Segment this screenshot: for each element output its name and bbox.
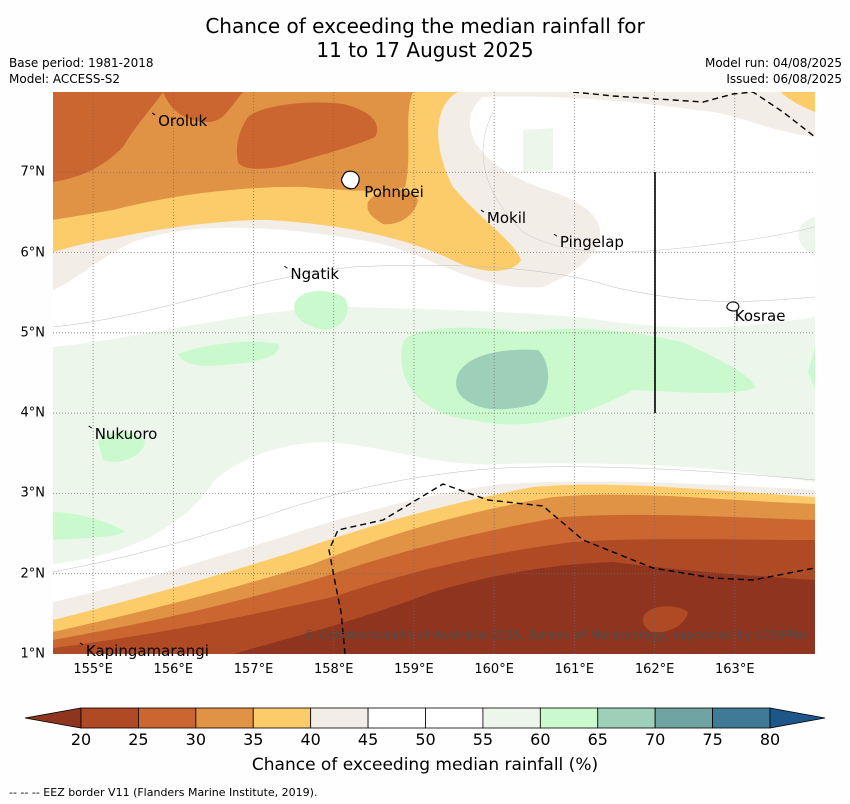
- patch-60-65-c: [294, 290, 348, 330]
- model-name: Model: ACCESS-S2: [9, 72, 121, 86]
- eez-border-north: [572, 92, 815, 138]
- band-25-30-north-b: [163, 92, 243, 122]
- patch-65-70: [456, 349, 549, 410]
- title-line-1: Chance of exceeding the median rainfall …: [205, 14, 645, 38]
- colorbar: [24, 707, 826, 729]
- colorbar-over-arrow: [769, 707, 826, 729]
- title-line-2: 11 to 17 August 2025: [316, 38, 534, 62]
- colorbar-segment-8: [539, 707, 599, 729]
- kosrae-outline: [726, 301, 740, 312]
- patch-30-35-pohnpei: [367, 189, 418, 225]
- eez-border-south: [328, 483, 815, 654]
- lon-label: 156°E: [153, 662, 194, 677]
- patch-60-65-d: [98, 431, 145, 462]
- atoll-mark-oroluk: [151, 112, 156, 116]
- colorbar-tick-label: 70: [644, 730, 666, 749]
- band-below-20-south: [233, 562, 815, 654]
- atoll-mark-kapingamarangi: [79, 642, 84, 646]
- colorbar-segment-5: [367, 707, 426, 729]
- base-period: Base period: 1981-2018: [9, 56, 154, 70]
- lat-label: 7°N: [20, 164, 46, 180]
- band-35-40-ne-corner: [781, 92, 815, 112]
- colorbar-tick-label: 45: [357, 730, 379, 749]
- lat-label: 1°N: [20, 646, 46, 662]
- colorbar-tick-label: 50: [415, 730, 436, 749]
- colorbar-segment-9: [597, 707, 656, 729]
- atoll-marks: [79, 112, 558, 646]
- colorbar-label: Chance of exceeding median rainfall (%): [251, 755, 599, 775]
- patch-20-25-south: [643, 606, 688, 633]
- meta-right: Model run: 04/08/2025 Issued: 06/08/2025: [705, 55, 842, 87]
- lat-label: 4°N: [20, 405, 46, 421]
- colorbar-segment-0: [80, 707, 139, 729]
- island-label-ngatik: Ngatik: [290, 265, 340, 284]
- lon-label: 161°E: [554, 662, 595, 677]
- lon-label: 157°E: [233, 662, 274, 677]
- atoll-mark-nukuoro: [88, 425, 92, 429]
- patch-25-30-north: [236, 102, 378, 169]
- lat-label: 5°N: [20, 325, 46, 341]
- colorbar-tick-label: 80: [759, 730, 781, 749]
- island-label-pingelap: Pingelap: [559, 233, 624, 252]
- map-title: Chance of exceeding the median rainfall …: [0, 14, 850, 62]
- colorbar-tick-label: 60: [530, 730, 551, 749]
- colorbar-segment-10: [654, 707, 713, 729]
- meta-left: Base period: 1981-2018 Model: ACCESS-S2: [9, 55, 154, 87]
- band-55-60-north: [523, 128, 553, 172]
- contour-line-a: [53, 264, 815, 328]
- colorbar-tick-label: 55: [472, 730, 494, 749]
- atoll-mark-mokil: [480, 209, 485, 213]
- patch-60-65-e: [53, 512, 125, 540]
- lon-label: 158°E: [313, 662, 354, 677]
- colorbar-under-arrow: [24, 707, 82, 729]
- lon-label: 155°E: [73, 662, 113, 677]
- atoll-mark-pingelap: [553, 233, 558, 237]
- issued-date: Issued: 06/08/2025: [726, 72, 842, 86]
- island-label-nukuoro: Nukuoro: [94, 425, 158, 444]
- island-label-pohnpei: Pohnpei: [364, 183, 424, 202]
- lat-label: 2°N: [20, 566, 46, 582]
- copyright-text: © Commonwealth of Australia 2025, Bureau…: [303, 628, 809, 642]
- band-25-30-north: [53, 92, 163, 182]
- colorbar-segment-7: [482, 707, 541, 729]
- island-label-kapingamarangi: Kapingamarangi: [85, 641, 209, 660]
- colorbar-tick-label: 30: [185, 730, 207, 749]
- eez-footnote: -- -- -- EEZ border V11 (Flanders Marine…: [9, 786, 318, 799]
- lat-label: 6°N: [20, 245, 46, 261]
- lat-label: 3°N: [20, 485, 46, 501]
- island-label-kosrae: Kosrae: [734, 306, 786, 325]
- colorbar-tick-label: 40: [300, 730, 321, 749]
- grid-lines: [53, 92, 815, 654]
- lon-label: 162°E: [634, 662, 675, 677]
- colorbar-segment-4: [310, 707, 369, 729]
- pohnpei-outline: [340, 170, 360, 190]
- patch-60-65-f: [808, 347, 815, 388]
- colorbar-tick-label: 25: [128, 730, 149, 749]
- colorbar-tick-label: 35: [243, 730, 264, 749]
- contour-line-b: [53, 466, 815, 573]
- rainfall-map: [53, 92, 815, 654]
- colorbar-tick-label: 65: [587, 730, 608, 749]
- colorbar-segment-6: [425, 707, 484, 729]
- colorbar-segment-1: [138, 707, 197, 729]
- colorbar-segment-2: [195, 707, 254, 729]
- island-label-oroluk: Oroluk: [158, 111, 208, 130]
- model-run: Model run: 04/08/2025: [704, 56, 842, 70]
- colorbar-tick-label: 20: [70, 730, 92, 749]
- lon-label: 159°E: [394, 662, 434, 677]
- lon-label: 163°E: [715, 662, 755, 677]
- atoll-mark-ngatik: [284, 265, 288, 269]
- contour-line-c: [482, 111, 815, 253]
- lon-label: 160°E: [474, 662, 514, 677]
- colorbar-segment-3: [252, 707, 312, 729]
- island-label-mokil: Mokil: [486, 209, 527, 228]
- colorbar-tick-label: 75: [702, 730, 723, 749]
- colorbar-segment-11: [712, 707, 771, 729]
- band-55-60-east: [798, 217, 815, 257]
